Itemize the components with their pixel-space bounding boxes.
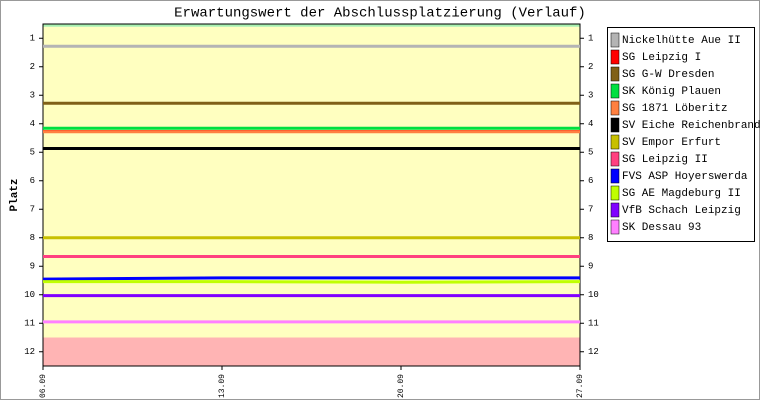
series-line bbox=[43, 280, 581, 284]
y2-tick-label: 8 bbox=[588, 233, 593, 243]
legend-label: SK Dessau 93 bbox=[622, 222, 701, 234]
legend-swatch bbox=[610, 100, 620, 116]
y2-tick-label: 10 bbox=[588, 290, 599, 300]
y-tick-label: 10 bbox=[24, 290, 35, 300]
legend bbox=[607, 27, 755, 242]
y-tick-label: 12 bbox=[24, 347, 35, 357]
y2-tick-label: 7 bbox=[588, 205, 593, 215]
y2-tick-label: 3 bbox=[588, 91, 593, 101]
legend-label: SV Eiche Reichenbrand bbox=[622, 120, 760, 132]
x-tick-label: 27.09 bbox=[576, 374, 585, 398]
legend-label: SG Leipzig I bbox=[622, 52, 701, 64]
legend-swatch bbox=[610, 202, 620, 218]
y2-tick-label: 9 bbox=[588, 262, 593, 272]
y-tick-label: 3 bbox=[30, 91, 35, 101]
legend-swatch bbox=[610, 66, 620, 82]
legend-label: SV Empor Erfurt bbox=[622, 137, 721, 149]
legend-swatch bbox=[610, 168, 620, 184]
y2-tick-label: 5 bbox=[588, 148, 593, 158]
legend-label: SG AE Magdeburg II bbox=[622, 188, 741, 200]
y2-tick-label: 6 bbox=[588, 176, 593, 186]
y-tick-label: 4 bbox=[30, 119, 35, 129]
y2-tick-label: 1 bbox=[588, 34, 593, 44]
plot-frame bbox=[42, 23, 581, 367]
y-tick-label: 6 bbox=[30, 176, 35, 186]
legend-swatch bbox=[610, 134, 620, 150]
legend-swatch bbox=[610, 151, 620, 167]
y-axis-label: Platz bbox=[9, 178, 21, 211]
legend-label: SK König Plauen bbox=[622, 86, 721, 98]
series-line bbox=[42, 276, 580, 281]
y2-tick-label: 12 bbox=[588, 347, 599, 357]
legend-swatch bbox=[610, 49, 620, 65]
y2-tick-label: 2 bbox=[588, 62, 593, 72]
y-tick-label: 2 bbox=[30, 62, 35, 72]
y-tick-label: 8 bbox=[30, 233, 35, 243]
legend-label: FVS ASP Hoyerswerda bbox=[622, 171, 748, 183]
x-tick-label: 06.09 bbox=[39, 374, 48, 398]
y-tick-label: 9 bbox=[30, 262, 35, 272]
y-tick-label: 5 bbox=[30, 148, 35, 158]
y2-tick-label: 4 bbox=[588, 119, 593, 129]
legend-swatch bbox=[610, 83, 620, 99]
background-band bbox=[43, 26, 580, 338]
legend-label: Nickelhütte Aue II bbox=[622, 35, 741, 47]
legend-label: SG Leipzig II bbox=[622, 154, 708, 166]
y-tick-label: 7 bbox=[30, 205, 35, 215]
chart-title: Erwartungswert der Abschlussplatzierung … bbox=[174, 6, 586, 22]
legend-swatch bbox=[610, 219, 620, 235]
x-tick-label: 20.09 bbox=[397, 374, 406, 398]
y-tick-label: 1 bbox=[30, 34, 35, 44]
legend-swatch bbox=[610, 117, 620, 133]
y2-tick-label: 11 bbox=[588, 319, 599, 329]
y-tick-label: 11 bbox=[24, 319, 35, 329]
background-band bbox=[43, 24, 580, 27]
legend-swatch bbox=[610, 185, 620, 201]
x-tick-label: 13.09 bbox=[218, 374, 227, 398]
legend-label: SG G-W Dresden bbox=[622, 69, 714, 81]
background-band bbox=[43, 337, 580, 366]
legend-swatch bbox=[610, 32, 620, 48]
legend-label: SG 1871 Löberitz bbox=[622, 103, 728, 115]
legend-label: VfB Schach Leipzig bbox=[622, 205, 741, 217]
